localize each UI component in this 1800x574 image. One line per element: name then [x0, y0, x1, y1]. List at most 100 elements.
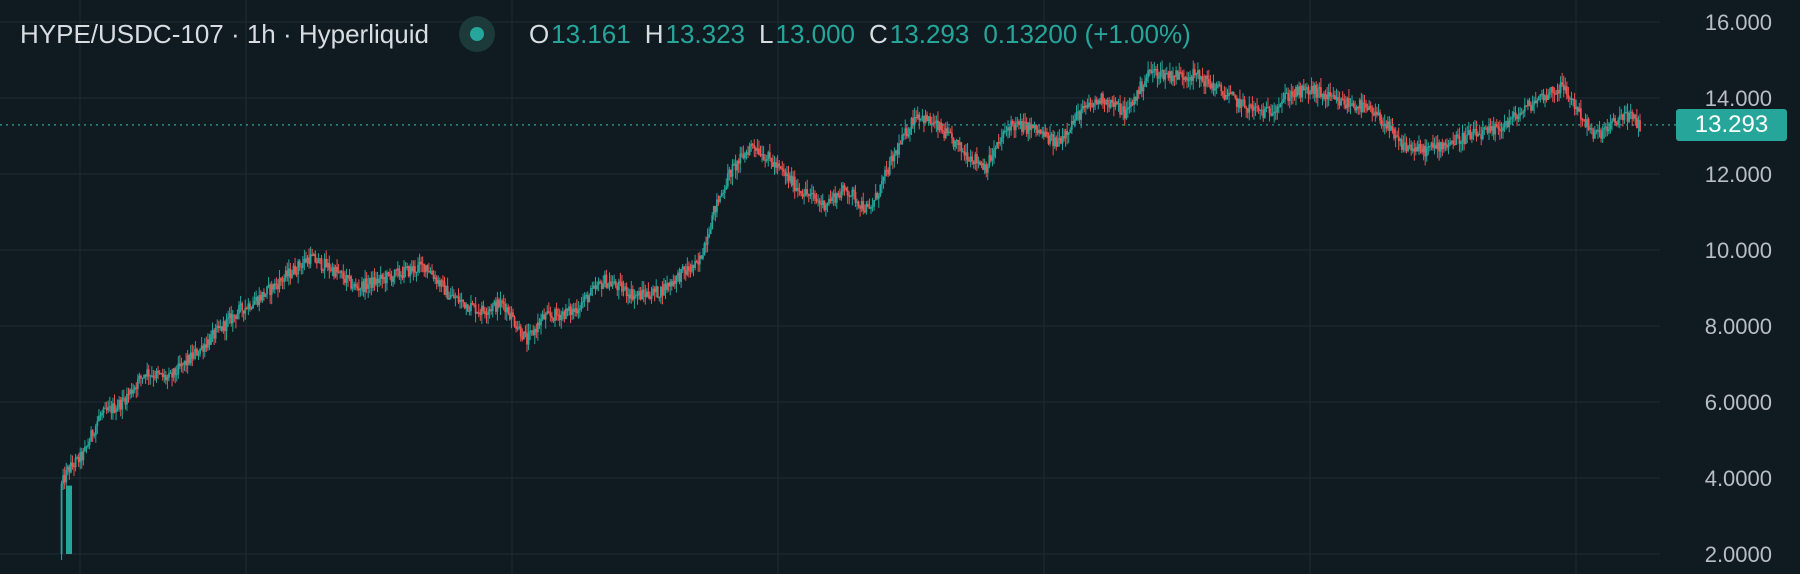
- candle: [767, 150, 770, 167]
- candle: [1358, 97, 1361, 115]
- candle-body-down: [196, 348, 198, 356]
- candle: [1393, 127, 1395, 141]
- candle-body-down: [477, 312, 480, 314]
- candle: [1382, 117, 1385, 133]
- candle: [807, 193, 810, 203]
- candle-body-down: [336, 266, 338, 272]
- candle: [698, 251, 701, 272]
- candle: [1293, 89, 1296, 101]
- candle: [519, 323, 522, 342]
- candle: [1469, 124, 1472, 141]
- candle-body-up: [448, 297, 451, 300]
- candle: [921, 108, 924, 122]
- candle-body-up: [278, 278, 281, 290]
- candle-body-up: [359, 288, 362, 291]
- candle: [661, 281, 664, 305]
- candle-body-up: [309, 254, 312, 264]
- candle-body-down: [1291, 91, 1294, 96]
- candle: [177, 356, 180, 379]
- candle-body-down: [519, 326, 522, 337]
- candle-body-down: [501, 300, 503, 302]
- candle-body-up: [118, 399, 121, 408]
- candle-body-up: [1237, 98, 1240, 108]
- candle: [1346, 96, 1349, 114]
- candle: [989, 148, 992, 163]
- candle: [1466, 125, 1469, 144]
- candle-body-down: [848, 195, 851, 197]
- candle-body-up: [339, 271, 342, 273]
- candle: [745, 149, 748, 160]
- candle: [300, 263, 303, 275]
- candle: [924, 109, 927, 124]
- candle-body-down: [1251, 104, 1254, 111]
- candle: [779, 165, 782, 170]
- candle: [692, 264, 695, 277]
- candle-body-up: [1084, 105, 1087, 108]
- candle-body-down: [1634, 114, 1637, 118]
- candle: [1576, 106, 1579, 116]
- candle: [1137, 86, 1140, 99]
- candle: [1229, 85, 1232, 95]
- candle: [1168, 62, 1171, 84]
- candle: [297, 259, 300, 284]
- candle: [1175, 66, 1178, 85]
- candle-body-up: [102, 408, 105, 413]
- candle-body-down: [1583, 119, 1585, 121]
- candle: [591, 281, 594, 297]
- candle-body-up: [1092, 102, 1095, 107]
- candle: [1123, 97, 1126, 126]
- candle-body-down: [867, 203, 869, 208]
- candle: [180, 357, 183, 373]
- candle: [586, 291, 589, 311]
- candle-body-down: [1551, 87, 1554, 93]
- candle-body-down: [639, 291, 642, 300]
- candle-body-up: [860, 201, 863, 209]
- candle-body-up: [1467, 130, 1470, 135]
- candle-body-down: [1495, 123, 1498, 127]
- candle-body-down: [498, 299, 500, 308]
- candle-body-down: [1186, 77, 1188, 81]
- candle: [1201, 67, 1204, 83]
- candle: [1111, 96, 1114, 107]
- candle-body-up: [1474, 128, 1476, 130]
- candle: [216, 319, 219, 333]
- candle-body-down: [1055, 137, 1058, 147]
- symbol-title[interactable]: HYPE/USDC-107 · 1h · Hyperliquid: [20, 18, 429, 49]
- candle-body-up: [1536, 100, 1539, 104]
- candle: [1246, 107, 1249, 119]
- candle: [585, 292, 588, 300]
- candle: [1374, 103, 1377, 122]
- candle: [1021, 118, 1023, 136]
- candle-body-up: [544, 314, 547, 320]
- candle-body-up: [817, 200, 819, 202]
- candle: [87, 438, 89, 449]
- candle-body-down: [188, 354, 191, 364]
- candle-body-up: [382, 277, 385, 280]
- candle-body-down: [1032, 124, 1034, 129]
- candle-body-down: [1234, 95, 1237, 98]
- candle: [1225, 87, 1227, 101]
- candle-body-up: [82, 450, 85, 461]
- candle: [143, 374, 145, 379]
- candle: [474, 297, 477, 323]
- candle-body-down: [435, 277, 438, 284]
- candle: [1291, 85, 1294, 105]
- candle-body-down: [504, 303, 507, 313]
- candle-body-down: [812, 192, 815, 195]
- candle: [387, 271, 390, 277]
- candle: [838, 188, 841, 201]
- candle-body-down: [205, 344, 208, 348]
- candle: [1506, 117, 1509, 129]
- candle: [259, 290, 262, 303]
- candle-body-up: [496, 299, 499, 312]
- candle: [1008, 126, 1011, 138]
- candle: [1251, 96, 1254, 118]
- candle: [1189, 70, 1192, 90]
- candle-body-down: [1223, 94, 1226, 100]
- candle-body-up: [1142, 86, 1145, 92]
- candle: [890, 149, 893, 166]
- candle: [465, 302, 468, 316]
- candle-body-down: [512, 312, 514, 317]
